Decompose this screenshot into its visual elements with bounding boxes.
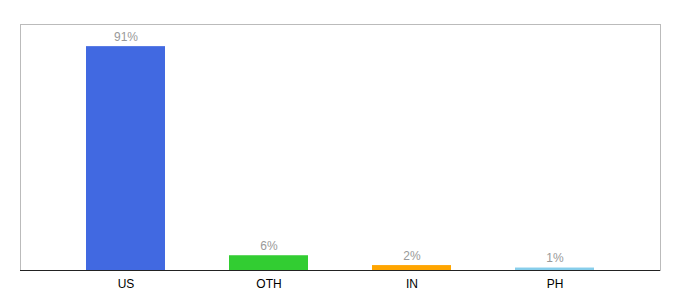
svg-text:6%: 6%: [260, 239, 278, 253]
svg-text:1%: 1%: [546, 251, 564, 265]
svg-text:2%: 2%: [403, 249, 421, 263]
svg-text:OTH: OTH: [256, 277, 281, 291]
svg-text:91%: 91%: [114, 30, 138, 44]
svg-text:US: US: [118, 277, 135, 291]
svg-text:IN: IN: [406, 277, 418, 291]
svg-text:PH: PH: [547, 277, 564, 291]
